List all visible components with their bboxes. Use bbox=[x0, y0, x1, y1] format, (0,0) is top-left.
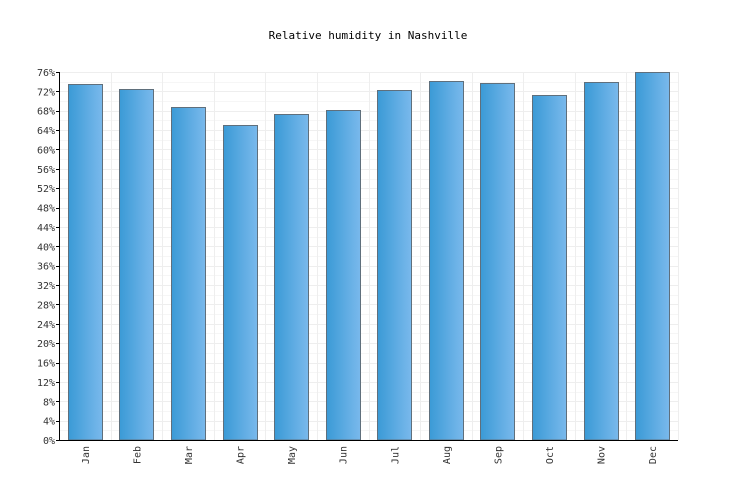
x-tick-label: Dec bbox=[648, 446, 659, 464]
bar-jun bbox=[326, 110, 361, 441]
y-tick-label: 36% bbox=[37, 262, 55, 273]
y-tick-label: 60% bbox=[37, 145, 55, 156]
y-tick-labels: 0% 4% 8% 12% 16% 20% 24% 28% 32% 36% 40% 44% 48% 52% 5… bbox=[37, 68, 55, 447]
x-tick-label: Mar bbox=[184, 446, 195, 464]
chart-title: Relative humidity in Nashville bbox=[268, 29, 468, 42]
x-tick-label: Jan bbox=[81, 446, 92, 464]
bar-dec bbox=[635, 72, 670, 441]
x-tick-label: Feb bbox=[132, 446, 143, 464]
y-tick-label: 24% bbox=[37, 320, 55, 331]
x-tick-label: Sep bbox=[493, 446, 504, 464]
bar-oct bbox=[532, 95, 567, 441]
y-tick-label: 8% bbox=[43, 397, 55, 408]
x-tick-label: Jul bbox=[390, 446, 401, 464]
x-tick-label: Jun bbox=[339, 446, 350, 464]
y-tick-label: 40% bbox=[37, 242, 55, 253]
x-tick-labels: Jan Feb Mar Apr May Jun Jul Aug Sep Oct Nov Dec bbox=[81, 446, 659, 464]
bar-apr bbox=[223, 125, 258, 441]
y-tick-label: 0% bbox=[43, 436, 55, 447]
axes bbox=[56, 72, 678, 441]
y-tick-label: 72% bbox=[37, 87, 55, 98]
grid-lines bbox=[59, 72, 679, 441]
y-tick-label: 48% bbox=[37, 204, 55, 215]
y-tick-label: 68% bbox=[37, 107, 55, 118]
y-tick-label: 12% bbox=[37, 378, 55, 389]
bars bbox=[68, 72, 670, 441]
bar-mar bbox=[171, 107, 206, 441]
y-tick-label: 56% bbox=[37, 165, 55, 176]
bar-aug bbox=[429, 81, 464, 441]
y-tick-label: 4% bbox=[43, 417, 55, 428]
bar-sep bbox=[480, 83, 515, 441]
x-tick-label: May bbox=[287, 446, 298, 464]
bar-jan bbox=[68, 84, 103, 441]
x-tick-label: Apr bbox=[236, 446, 247, 464]
y-tick-label: 44% bbox=[37, 223, 55, 234]
bar-jul bbox=[377, 90, 412, 441]
x-tick-label: Nov bbox=[597, 446, 608, 464]
bar-nov bbox=[584, 82, 619, 441]
y-tick-label: 28% bbox=[37, 300, 55, 311]
y-tick-label: 16% bbox=[37, 359, 55, 370]
bar-feb bbox=[119, 89, 154, 441]
x-tick-label: Oct bbox=[545, 446, 556, 464]
y-tick-label: 76% bbox=[37, 68, 55, 79]
y-tick-label: 64% bbox=[37, 126, 55, 137]
y-tick-label: 32% bbox=[37, 281, 55, 292]
x-tick-label: Aug bbox=[442, 446, 453, 464]
y-tick-label: 52% bbox=[37, 184, 55, 195]
bar-may bbox=[274, 114, 309, 441]
y-tick-label: 20% bbox=[37, 339, 55, 350]
